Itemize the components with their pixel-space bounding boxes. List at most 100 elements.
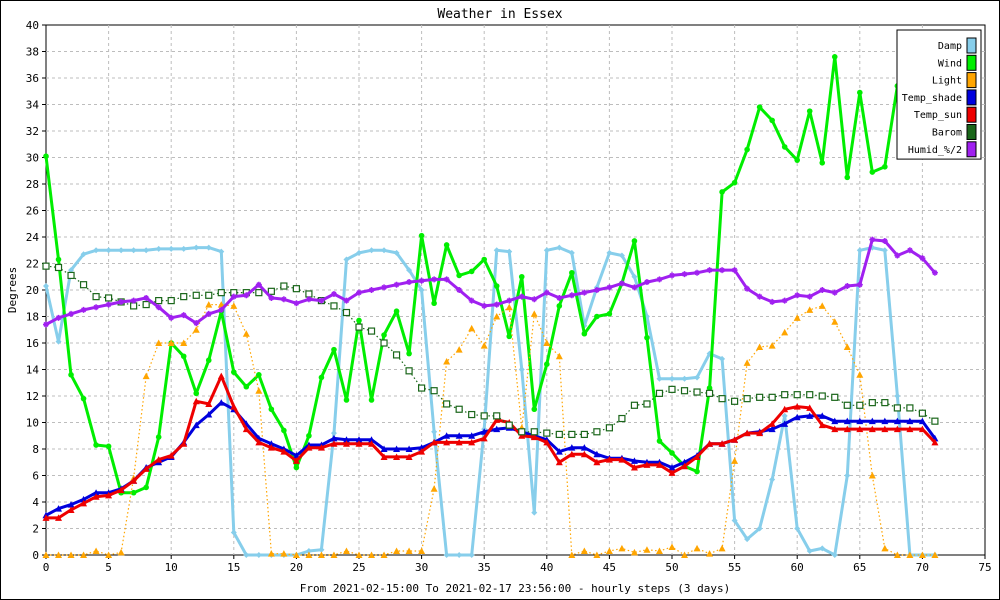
data-point-humid-2 <box>218 306 225 313</box>
data-point-humid-2 <box>581 289 588 296</box>
data-point-damp <box>456 552 463 558</box>
data-point-humid-2 <box>606 284 613 291</box>
y-tick-label: 36 <box>26 72 39 85</box>
data-point-barom <box>543 429 551 437</box>
data-point-wind <box>631 238 638 244</box>
data-point-temp-shade <box>555 448 563 455</box>
data-point-barom <box>192 291 200 299</box>
data-point-temp-sun <box>192 397 200 405</box>
data-point-humid-2 <box>180 312 187 319</box>
data-point-temp-shade <box>443 432 451 439</box>
data-point-humid-2 <box>506 297 513 304</box>
data-point-humid-2 <box>105 301 112 308</box>
data-point-temp-sun <box>731 436 739 443</box>
data-point-barom <box>593 428 601 436</box>
data-point-temp-shade <box>918 417 926 425</box>
data-point-wind <box>656 438 663 444</box>
data-point-temp-shade <box>781 420 789 427</box>
data-point-wind <box>306 432 312 439</box>
data-point-humid-2 <box>881 237 888 244</box>
data-point-light <box>368 551 376 558</box>
data-point-barom <box>167 297 175 305</box>
data-point-barom <box>705 389 714 397</box>
data-point-wind <box>256 372 262 378</box>
data-point-humid-2 <box>894 252 901 259</box>
series-damp <box>43 244 938 558</box>
legend-swatch-wind <box>966 54 977 71</box>
data-point-temp-shade <box>768 425 776 433</box>
data-point-temp-shade <box>455 432 463 439</box>
data-point-humid-2 <box>468 297 475 304</box>
data-point-wind <box>193 390 200 397</box>
data-point-light <box>355 551 363 558</box>
data-point-temp-sun <box>856 425 864 433</box>
data-point-wind <box>180 353 187 360</box>
data-point-light <box>843 343 851 350</box>
data-point-damp <box>756 525 763 532</box>
data-point-barom <box>130 302 138 310</box>
data-point-damp <box>406 267 413 274</box>
data-point-light <box>706 550 714 557</box>
data-point-damp <box>431 428 438 435</box>
data-point-wind <box>318 374 325 381</box>
data-point-humid-2 <box>844 283 851 290</box>
data-point-humid-2 <box>443 276 450 283</box>
data-point-temp-sun <box>518 432 526 439</box>
data-point-temp-sun <box>443 438 451 446</box>
data-point-temp-shade <box>217 399 225 406</box>
data-point-wind <box>68 372 74 378</box>
data-point-light <box>443 358 451 365</box>
data-point-barom <box>54 263 63 272</box>
data-point-wind <box>331 346 337 353</box>
data-point-temp-sun <box>205 400 213 407</box>
data-point-wind <box>243 383 250 390</box>
y-tick-label: 2 <box>32 523 39 536</box>
data-point-damp <box>393 249 400 256</box>
data-point-damp <box>80 251 87 258</box>
data-point-wind <box>556 303 563 309</box>
data-point-temp-shade <box>468 432 476 439</box>
data-point-damp <box>781 412 788 419</box>
data-point-temp-sun <box>142 465 150 472</box>
data-point-damp <box>230 529 237 536</box>
data-point-light <box>117 548 125 556</box>
data-point-wind <box>393 308 400 315</box>
data-point-humid-2 <box>806 293 813 300</box>
data-point-temp-sun <box>605 456 613 463</box>
data-point-temp-shade <box>368 436 376 443</box>
data-point-humid-2 <box>656 276 663 283</box>
data-point-humid-2 <box>368 287 375 293</box>
data-point-light <box>931 551 939 558</box>
data-point-temp-sun <box>130 477 138 484</box>
data-point-barom <box>868 399 876 407</box>
data-point-temp-sun <box>167 452 175 459</box>
data-point-temp-sun <box>493 416 501 423</box>
data-point-wind <box>882 163 888 170</box>
data-point-damp <box>318 546 325 553</box>
data-point-damp <box>68 267 75 274</box>
data-point-barom <box>330 302 338 310</box>
x-tick-label: 75 <box>978 561 991 574</box>
legend-swatch-light <box>966 72 977 89</box>
y-tick-label: 14 <box>26 364 40 377</box>
data-point-humid-2 <box>593 287 600 293</box>
data-point-humid-2 <box>418 277 425 284</box>
data-point-temp-sun <box>255 438 263 446</box>
data-point-humid-2 <box>268 294 275 301</box>
data-point-humid-2 <box>80 306 87 313</box>
data-point-humid-2 <box>406 279 413 286</box>
data-point-temp-shade <box>267 440 275 447</box>
data-point-humid-2 <box>694 269 701 276</box>
data-point-damp <box>856 247 863 254</box>
y-tick-label: 26 <box>26 205 39 218</box>
x-tick-label: 10 <box>165 561 178 574</box>
data-point-damp <box>531 509 538 516</box>
data-point-barom <box>918 409 927 417</box>
x-tick-label: 25 <box>352 561 365 574</box>
data-point-humid-2 <box>330 290 337 297</box>
data-point-temp-sun <box>42 514 50 521</box>
data-point-temp-sun <box>305 444 313 451</box>
x-tick-label: 35 <box>478 561 491 574</box>
data-point-humid-2 <box>481 302 488 309</box>
